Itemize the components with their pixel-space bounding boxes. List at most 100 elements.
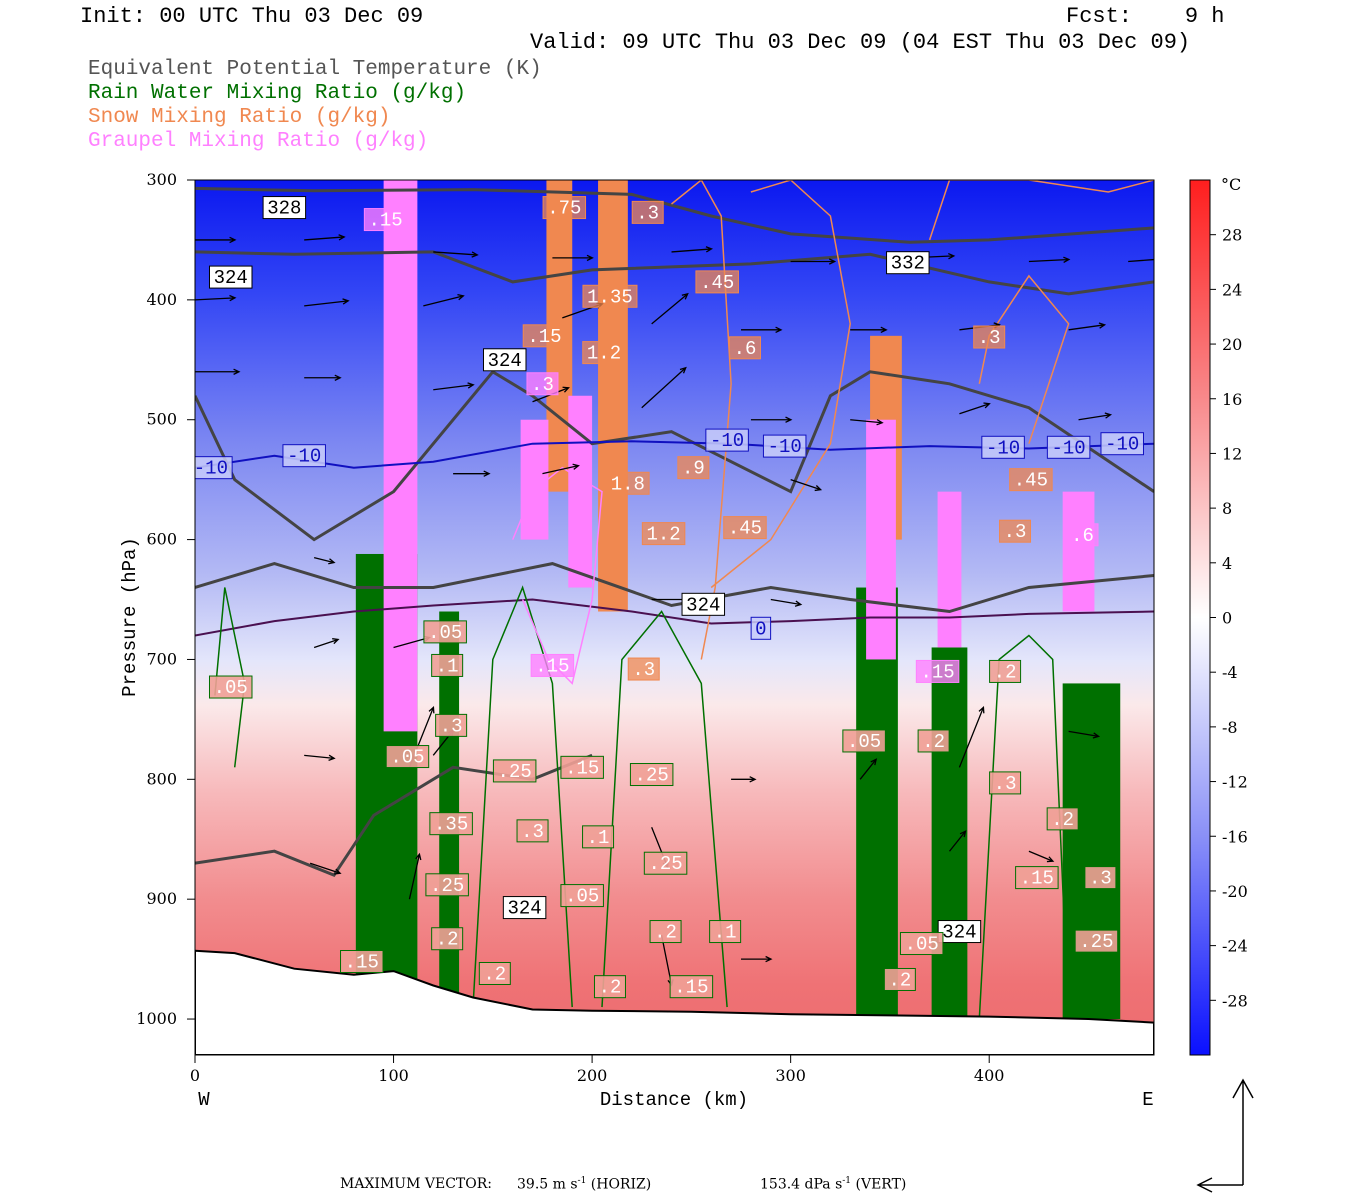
rain-label: .25	[498, 761, 532, 783]
y-tick-label: 800	[146, 769, 177, 788]
rain-label: .05	[847, 731, 881, 753]
rain-label-box	[883, 967, 916, 991]
x-axis-title: Distance (km)	[600, 1089, 748, 1111]
plot-frame	[194, 179, 1155, 1056]
wind-vector	[304, 374, 342, 381]
rain-label: .05	[565, 886, 599, 908]
snow-label: 1.8	[611, 473, 645, 495]
theta-e-label: 324	[488, 350, 522, 372]
rain-label-box	[1015, 866, 1059, 890]
colorbar-tick-label: 12	[1222, 444, 1242, 463]
isotherm-label: -10	[287, 446, 321, 468]
wind-vector	[790, 479, 823, 492]
snow-label-box	[582, 284, 638, 308]
rain-label-box	[989, 771, 1022, 795]
wind-vector	[313, 638, 340, 649]
snow-label: .3	[632, 659, 655, 681]
rain-label-box	[492, 759, 537, 783]
snow-label-box	[631, 200, 664, 224]
graupel-label: .3	[531, 374, 554, 396]
y-axis: 300 400 500 600 700 800 900 1000	[136, 170, 195, 1028]
colorbar-gradient	[1189, 179, 1211, 1056]
colorbar-tick-label: -28	[1222, 991, 1248, 1010]
rain-label-box	[842, 729, 886, 753]
y-tick-label: 300	[146, 170, 177, 189]
hydrometeor-area	[1062, 683, 1121, 1020]
rain-label: .2	[483, 963, 506, 985]
colorbar-tick-label: 24	[1222, 280, 1242, 299]
rain-label: .1	[436, 655, 459, 677]
wind-vector	[959, 402, 991, 415]
wind-vector	[671, 246, 714, 253]
rain-label: .15	[674, 977, 708, 999]
legend-rain: Rain Water Mixing Ratio (g/kg)	[88, 82, 467, 105]
rain-label: .2	[599, 977, 622, 999]
rain-label: .2	[436, 929, 459, 951]
rain-label: .3	[521, 821, 544, 843]
colorbar-tick-label: 4	[1222, 554, 1232, 573]
rain-label-box	[516, 819, 549, 843]
wind-vector	[770, 598, 803, 607]
rain-label: .25	[1079, 931, 1113, 953]
snow-label: 1.2	[587, 343, 621, 365]
rain-label: .2	[654, 922, 677, 944]
colorbar-tick-label: -12	[1222, 773, 1248, 792]
graupel-label-box	[526, 372, 559, 396]
rain-label: .25	[648, 853, 682, 875]
isotherm-label: 0	[755, 618, 766, 640]
forecast-hour: Fcst: 9 h	[1066, 4, 1225, 29]
hydrometeor-area	[439, 611, 460, 1008]
isotherm-label: -10	[1105, 434, 1139, 456]
wind-vector	[1078, 412, 1113, 421]
wind-vector	[1028, 256, 1071, 263]
wind-vector	[651, 292, 689, 325]
contour-line	[195, 562, 1154, 614]
rain-label: .15	[565, 757, 599, 779]
snow-label: .9	[682, 458, 705, 480]
snow-label-box	[606, 471, 650, 495]
rain-label-box	[478, 961, 511, 985]
theta-e-label: 324	[942, 922, 976, 944]
snow-label: .3	[1004, 521, 1027, 543]
snow-label-box	[627, 657, 660, 681]
x-tick-label: 400	[974, 1066, 1005, 1085]
rain-label-box	[582, 825, 615, 849]
y-axis-title: Pressure (hPa)	[119, 537, 141, 697]
legend-theta-e: Equivalent Potential Temperature (K)	[88, 58, 542, 81]
rain-label-box	[435, 713, 468, 737]
wind-vector	[309, 862, 342, 875]
wind-vector	[859, 758, 878, 780]
wind-vector	[453, 470, 491, 477]
theta-e-label: 324	[686, 594, 720, 616]
contour-line	[195, 440, 1154, 469]
graupel-label-box	[1066, 523, 1099, 547]
isotherm-label: -10	[710, 430, 744, 452]
wind-vector	[948, 830, 967, 852]
theta-e-label-box	[681, 592, 726, 616]
y-tick-label: 1000	[136, 1009, 177, 1028]
legend-graupel: Graupel Mixing Ratio (g/kg)	[88, 130, 429, 153]
wind-vector	[641, 366, 687, 409]
colorbar-tick-label: 20	[1222, 335, 1242, 354]
isotherm-label-box	[762, 434, 807, 458]
graupel-label: .15	[920, 661, 954, 683]
rain-label-box	[431, 653, 464, 677]
rain-label-box	[709, 920, 742, 944]
snow-label-box	[723, 516, 767, 540]
colorbar-tick-label: -16	[1222, 827, 1248, 846]
rain-label: .1	[714, 922, 737, 944]
rain-label-box	[649, 920, 682, 944]
rain-label: .05	[428, 622, 462, 644]
isotherm-label-box	[705, 428, 749, 452]
rain-label: .05	[390, 747, 424, 769]
hydrometeor-area	[568, 395, 593, 588]
rain-label-box	[1074, 929, 1119, 953]
wind-vector	[731, 776, 757, 783]
colorbar-tick-label: -4	[1222, 663, 1238, 682]
wind-vector	[552, 254, 594, 262]
snow-label-box	[1009, 468, 1053, 492]
wind-vector	[195, 294, 237, 302]
theta-e-label-box	[208, 265, 253, 289]
